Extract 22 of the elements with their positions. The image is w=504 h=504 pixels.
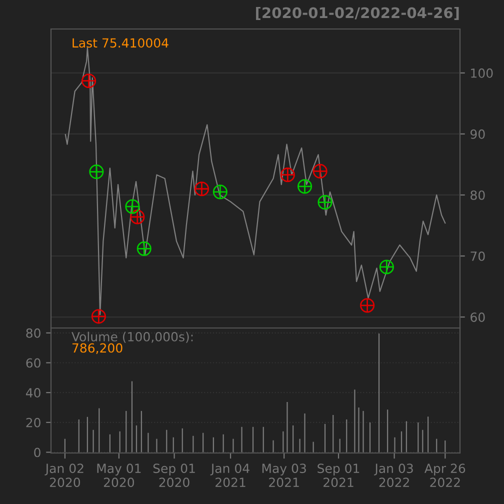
y-tick-label: 60 bbox=[470, 312, 485, 322]
y-tick-label: 40 bbox=[26, 388, 40, 398]
y-tick-label: 80 bbox=[26, 328, 40, 338]
x-tick-label: Jan 04 2021 bbox=[210, 464, 250, 488]
y-tick-label: 90 bbox=[470, 129, 485, 139]
y-tick-label: 20 bbox=[26, 418, 40, 428]
annotation: Last 75.410004 bbox=[72, 38, 168, 48]
x-tick-label: Jan 02 2020 bbox=[44, 464, 84, 488]
annotation: 786,200 bbox=[72, 343, 122, 354]
y-tick-label: 80 bbox=[470, 190, 485, 200]
x-tick-label: May 01 2020 bbox=[97, 464, 141, 488]
y-tick-label: 60 bbox=[26, 358, 40, 368]
y-tick-label: 0 bbox=[34, 448, 40, 458]
annotation: Volume (100,000s): bbox=[72, 332, 193, 343]
chart-title: [2020-01-02/2022-04-26] bbox=[256, 6, 459, 20]
y-tick-label: 100 bbox=[471, 68, 493, 78]
x-tick-label: May 03 2021 bbox=[262, 464, 306, 488]
y-tick-label: 70 bbox=[470, 251, 485, 261]
x-tick-label: Sep 01 2021 bbox=[318, 464, 360, 488]
x-tick-label: Apr 26 2022 bbox=[424, 464, 466, 488]
x-tick-label: Sep 01 2020 bbox=[153, 464, 195, 488]
x-tick-label: Jan 03 2022 bbox=[374, 464, 413, 488]
